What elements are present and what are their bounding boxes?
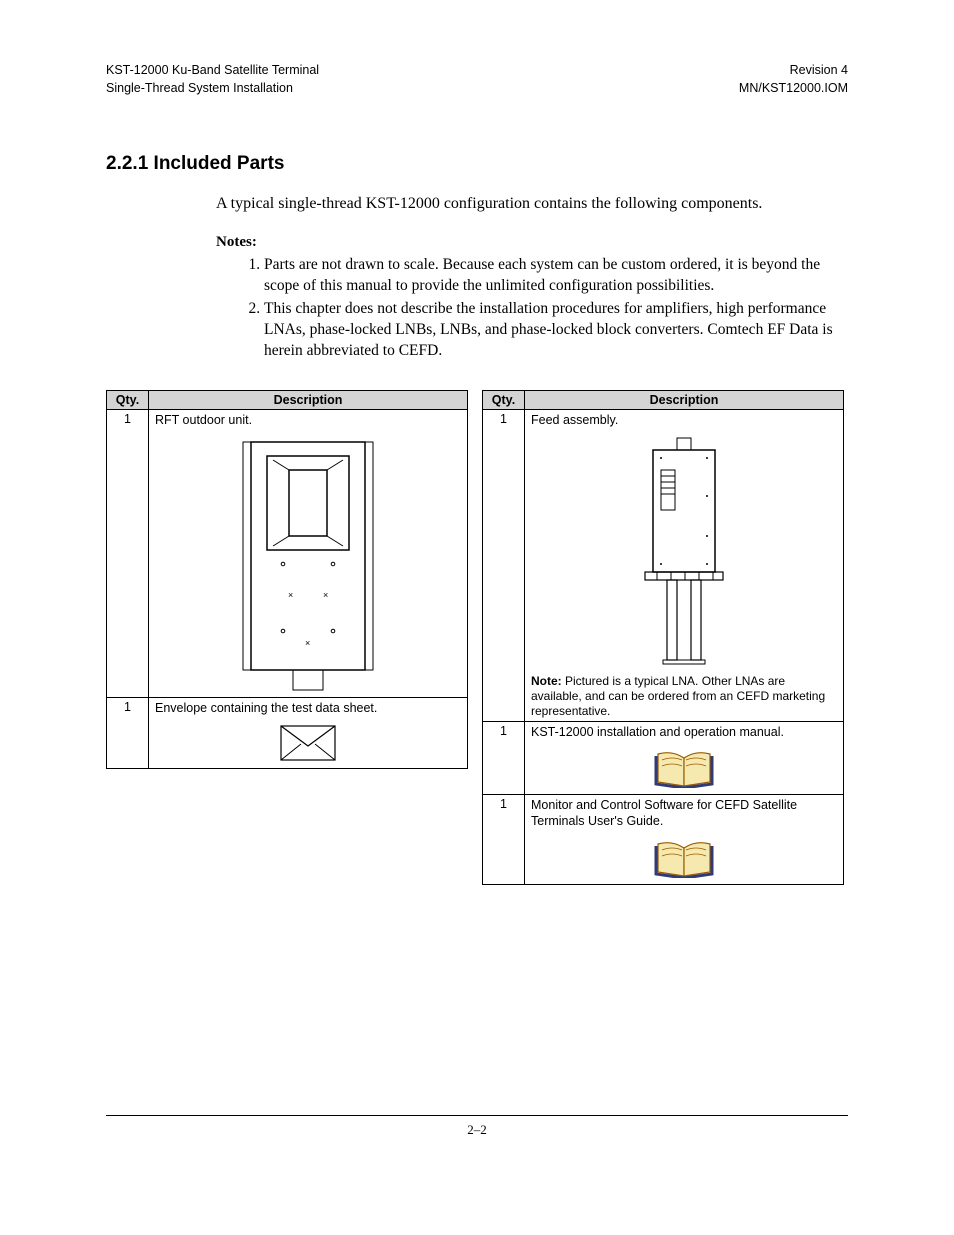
desc-cell: RFT outdoor unit.	[149, 409, 468, 697]
envelope-icon	[155, 716, 461, 766]
col-header-qty: Qty.	[107, 390, 149, 409]
qty-cell: 1	[483, 721, 525, 794]
qty-cell: 1	[107, 697, 149, 768]
svg-text:×: ×	[305, 638, 310, 648]
running-header: KST-12000 Ku-Band Satellite Terminal Rev…	[106, 62, 848, 97]
tables-row: Qty. Description 1 RFT outdoor unit.	[106, 390, 848, 885]
table-row: 1 Feed assembly.	[483, 409, 844, 721]
feed-assembly-icon	[531, 428, 837, 670]
table-row: 1 Envelope containing the test data shee…	[107, 697, 468, 768]
desc-text: Monitor and Control Software for CEFD Sa…	[531, 798, 797, 828]
qty-cell: 1	[483, 795, 525, 885]
col-header-qty: Qty.	[483, 390, 525, 409]
desc-cell: Envelope containing the test data sheet.	[149, 697, 468, 768]
table-row: 1 RFT outdoor unit.	[107, 409, 468, 697]
page-footer: 2–2	[106, 1115, 848, 1138]
desc-text: RFT outdoor unit.	[155, 413, 252, 427]
rft-outdoor-unit-icon: × × ×	[155, 428, 461, 695]
desc-text: KST-12000 installation and operation man…	[531, 725, 784, 739]
page-number: 2–2	[467, 1122, 487, 1137]
section-heading: 2.2.1 Included Parts	[106, 153, 848, 175]
note-bold: Note:	[531, 674, 562, 688]
intro-paragraph: A typical single-thread KST-12000 config…	[216, 193, 848, 215]
page: KST-12000 Ku-Band Satellite Terminal Rev…	[0, 0, 954, 1178]
qty-cell: 1	[107, 409, 149, 697]
col-header-desc: Description	[525, 390, 844, 409]
desc-cell: KST-12000 installation and operation man…	[525, 721, 844, 794]
note-item: Parts are not drawn to scale. Because ea…	[264, 255, 848, 297]
notes-label: Notes:	[216, 234, 848, 251]
inline-note: Note: Pictured is a typical LNA. Other L…	[531, 674, 837, 719]
header-left-1: KST-12000 Ku-Band Satellite Terminal	[106, 62, 319, 78]
table-row: 1 Monitor and Control Software for CEFD …	[483, 795, 844, 885]
parts-table-left: Qty. Description 1 RFT outdoor unit.	[106, 390, 468, 770]
svg-text:×: ×	[288, 590, 293, 600]
manual-book-icon	[531, 740, 837, 792]
col-header-desc: Description	[149, 390, 468, 409]
notes-list: Parts are not drawn to scale. Because ea…	[216, 255, 848, 362]
note-text: Pictured is a typical LNA. Other LNAs ar…	[531, 674, 825, 718]
header-right-1: Revision 4	[790, 62, 848, 78]
desc-text: Envelope containing the test data sheet.	[155, 701, 377, 715]
qty-cell: 1	[483, 409, 525, 721]
table-row: 1 KST-12000 installation and operation m…	[483, 721, 844, 794]
desc-text: Feed assembly.	[531, 413, 618, 427]
parts-table-right: Qty. Description 1 Feed assembly.	[482, 390, 844, 885]
header-right-2: MN/KST12000.IOM	[739, 80, 848, 96]
header-left-2: Single-Thread System Installation	[106, 80, 293, 96]
guide-book-icon	[531, 830, 837, 882]
note-item: This chapter does not describe the insta…	[264, 299, 848, 362]
desc-cell: Monitor and Control Software for CEFD Sa…	[525, 795, 844, 885]
svg-text:×: ×	[323, 590, 328, 600]
desc-cell: Feed assembly.	[525, 409, 844, 721]
